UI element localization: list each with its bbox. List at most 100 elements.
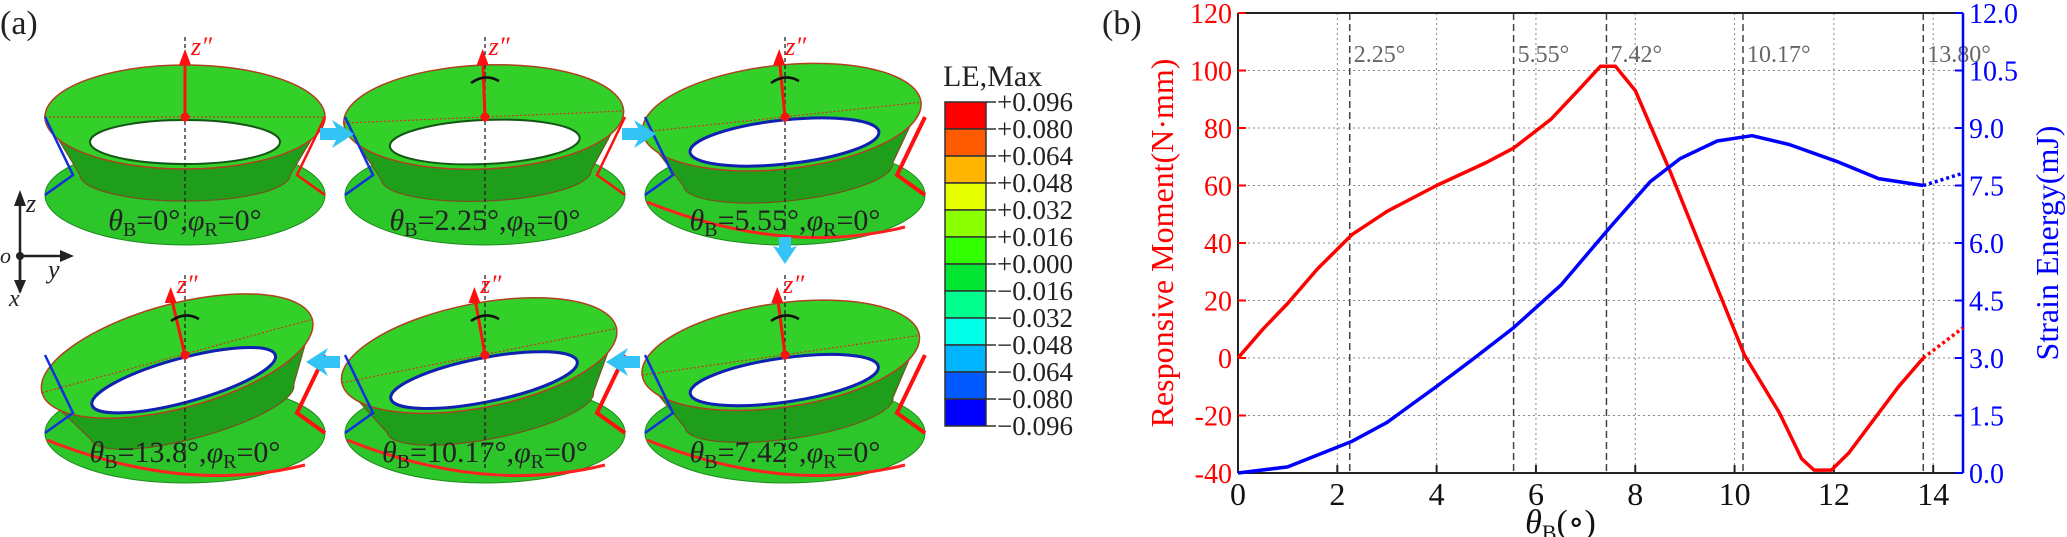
strain-edge-red (894, 116, 927, 197)
ring-state-label: θB=5.55°,φR=0° (690, 204, 881, 241)
diameter-line (41, 318, 313, 394)
origin-dot (16, 252, 24, 260)
strain-edge-red (894, 354, 927, 435)
local-z-arrowhead-icon (179, 49, 191, 65)
left-y-tick-label: 120 (1190, 0, 1232, 30)
right-y-tick-label: 3.0 (1969, 344, 2004, 375)
rotation-arrow-icon (170, 314, 200, 323)
x-axis-title: θB(∘) (1525, 504, 1596, 537)
coordinate-triad: z y x o (0, 189, 74, 312)
local-z-arrowhead-icon (476, 49, 489, 65)
rotation-center-dot (780, 350, 790, 360)
ring-hole (389, 350, 579, 410)
ring-state-2: z″ θB=5.55°,φR=0° (641, 32, 927, 246)
right-y-tick-label: 1.5 (1969, 402, 2004, 433)
marker-label: 5.55° (1518, 42, 1570, 68)
z-arrowhead-icon (14, 190, 26, 206)
colorbar-label: −0.080 (997, 384, 1073, 414)
strain-energy-series-line (1237, 133, 1924, 475)
right-y-axis-title: Strain Energy(mJ) (2029, 126, 2065, 361)
rotation-center-dot (780, 112, 790, 122)
local-z-axis (481, 56, 487, 118)
local-z-axis (472, 294, 487, 356)
strain-edge-blue (343, 354, 375, 435)
right-y-tick-label: 9.0 (1969, 114, 2004, 145)
left-y-tick-label: 80 (1204, 114, 1232, 145)
local-z-label: z″ (782, 270, 805, 299)
local-z-arrowhead-icon (771, 287, 784, 303)
rotation-arrow-icon (770, 314, 800, 323)
left-arrow-icon (606, 348, 640, 376)
colorbar-legend: LE,Max +0.096+0.080+0.064+0.048+0.032+0.… (943, 60, 1073, 441)
left-y-tick-label: 40 (1204, 229, 1232, 260)
ring-state-1: z″ θB=2.25°,φR=0° (342, 32, 627, 246)
colorbar-label: +0.032 (997, 195, 1073, 225)
colorbar-label: +0.016 (997, 222, 1073, 252)
y-label: y (45, 255, 60, 284)
rotation-arrow-icon (470, 76, 500, 85)
ring-hole (90, 345, 278, 415)
colorbar-swatch (944, 263, 987, 292)
colorbar-swatch (944, 290, 987, 319)
colorbar-label: +0.080 (997, 114, 1073, 144)
ring-simulations: z″ θB=0°,φR=0° z″ θB=2.25°,φR=0° z″ θB=5.55°,… (40, 32, 927, 484)
colorbar-label: −0.048 (997, 330, 1073, 360)
local-z-arrowhead-icon (468, 287, 481, 303)
local-z-axis (775, 294, 787, 356)
x-label: x (8, 286, 20, 312)
colorbar-title: LE,Max (943, 60, 1042, 93)
ring-state-4: z″ θB=10.17°,φR=0° (340, 270, 627, 484)
right-arrow-icon (320, 120, 354, 148)
colorbar-swatch (944, 101, 987, 130)
colorbar-label: +0.000 (997, 249, 1073, 279)
x-tick-label: 12 (1818, 476, 1850, 512)
strain-edge-red (646, 438, 906, 478)
x-tick-label: 6 (1528, 476, 1544, 512)
right-y-tick-label: 4.5 (1969, 287, 2004, 318)
ring-hole (688, 352, 880, 408)
colorbar-label: −0.032 (997, 303, 1073, 333)
marker-label: 2.25° (1354, 42, 1406, 68)
rotation-center-dot (180, 112, 190, 122)
colorbar-swatch (944, 236, 987, 265)
ring-state-label: θB=13.8°,φR=0° (90, 436, 281, 473)
strain-edge-blue (643, 354, 675, 435)
colorbar-swatch (944, 344, 987, 373)
panel-a-label: (a) (0, 5, 38, 42)
colorbar-swatch (944, 371, 987, 400)
ring-cone (340, 297, 618, 446)
panel-b-label: (b) (1102, 5, 1142, 42)
moment-series-line (1236, 64, 1925, 472)
rotation-center-dot (180, 350, 190, 360)
rotation-arrow-icon (770, 76, 800, 85)
strain-edge-blue (43, 116, 75, 197)
right-y-tick-label: 0.0 (1969, 459, 2004, 490)
ring-state-label: θB=2.25°,φR=0° (390, 204, 581, 241)
ring-cone (342, 63, 625, 202)
strain-edge-red (594, 354, 627, 435)
colorbar-swatch (944, 155, 987, 184)
colorbar-label: −0.064 (997, 357, 1073, 387)
ring-state-5: z″ θB=13.8°,φR=0° (40, 270, 327, 484)
left-y-tick-label: -40 (1195, 459, 1232, 490)
strain-edge-blue (43, 354, 75, 435)
strain-edge-blue (643, 116, 675, 197)
ring-state-3: z″ θB=7.42°,φR=0° (641, 270, 927, 484)
colorbar-swatch (944, 317, 987, 346)
z-label: z (25, 189, 36, 218)
colorbar-label: −0.016 (997, 276, 1073, 306)
strain-edge-red (646, 200, 906, 240)
right-y-tick-label: 7.5 (1969, 172, 2004, 203)
colorbar-label: +0.064 (997, 141, 1073, 171)
left-y-tick-label: 20 (1204, 287, 1232, 318)
ring-state-0: z″ θB=0°,φR=0° (43, 32, 327, 246)
strain-edge-red (295, 116, 327, 197)
local-z-axis (777, 56, 787, 118)
strain-edge-blue (343, 116, 375, 197)
colorbar-swatch (944, 182, 987, 211)
x-tick-label: 8 (1627, 476, 1643, 512)
local-z-label: z″ (190, 32, 213, 61)
x-tick-label: 10 (1719, 476, 1751, 512)
diameter-line (341, 327, 617, 384)
